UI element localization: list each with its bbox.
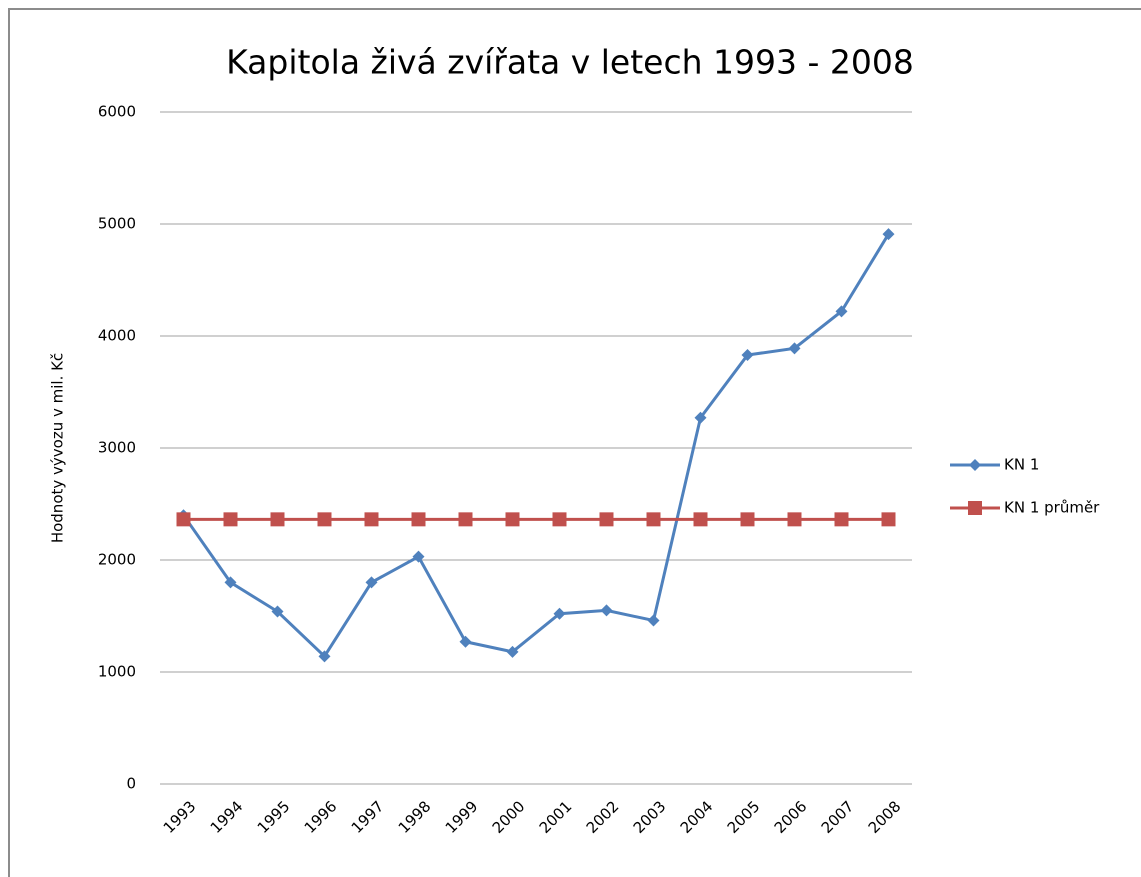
legend-label: KN 1 [1004,456,1039,474]
chart-title: Kapitola živá zvířata v letech 1993 - 20… [226,43,914,82]
series-line [182,233,890,659]
data-point [552,512,567,527]
data-point [271,605,284,618]
data-point [318,650,331,663]
data-point [787,512,802,527]
data-point [835,305,848,318]
y-tick-label: 2000 [98,551,136,569]
legend-marker [969,459,981,471]
data-point [553,607,566,620]
data-point [270,512,285,527]
data-point [740,512,755,527]
legend-marker [968,501,982,515]
chart-border [8,8,1141,877]
data-point [365,576,378,589]
data-point [646,512,661,527]
data-point [411,512,426,527]
data-point [364,512,379,527]
data-point [694,411,707,424]
data-point [788,342,801,355]
data-point [412,550,425,563]
data-point [506,645,519,658]
data-point [834,512,849,527]
y-tick-label: 4000 [98,327,136,345]
data-point [882,228,895,241]
data-point [599,512,614,527]
data-point [647,614,660,627]
data-point [223,512,238,527]
y-tick-label: 3000 [98,439,136,457]
data-point [459,635,472,648]
data-point [317,512,332,527]
y-tick-label: 6000 [98,103,136,121]
data-point [176,512,191,527]
data-point [505,512,520,527]
y-tick-label: 0 [126,775,136,793]
y-tick-label: 5000 [98,215,136,233]
data-point [224,576,237,589]
data-point [881,512,896,527]
y-tick-label: 1000 [98,663,136,681]
data-point [600,604,613,617]
y-axis-label: Hodnoty vývozu v mil. Kč [49,353,67,543]
data-point [458,512,473,527]
data-point [693,512,708,527]
legend-label: KN 1 průměr [1004,499,1100,517]
data-point [741,349,754,362]
